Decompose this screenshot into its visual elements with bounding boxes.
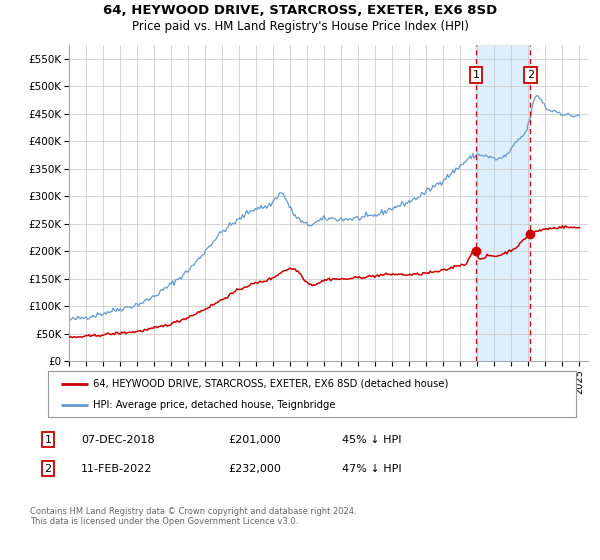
Text: 11-FEB-2022: 11-FEB-2022 <box>81 464 152 474</box>
Text: Price paid vs. HM Land Registry's House Price Index (HPI): Price paid vs. HM Land Registry's House … <box>131 20 469 32</box>
Text: 47% ↓ HPI: 47% ↓ HPI <box>342 464 401 474</box>
Text: 1: 1 <box>44 435 52 445</box>
Bar <box>476 45 530 361</box>
Text: £232,000: £232,000 <box>228 464 281 474</box>
Text: 2: 2 <box>527 70 534 80</box>
Text: Contains HM Land Registry data © Crown copyright and database right 2024.
This d: Contains HM Land Registry data © Crown c… <box>30 507 356 526</box>
Text: 2: 2 <box>44 464 52 474</box>
Text: 64, HEYWOOD DRIVE, STARCROSS, EXETER, EX6 8SD (detached house): 64, HEYWOOD DRIVE, STARCROSS, EXETER, EX… <box>93 379 448 389</box>
Text: 07-DEC-2018: 07-DEC-2018 <box>81 435 155 445</box>
Text: £201,000: £201,000 <box>228 435 281 445</box>
Text: 1: 1 <box>473 70 479 80</box>
Text: 45% ↓ HPI: 45% ↓ HPI <box>342 435 401 445</box>
Text: 64, HEYWOOD DRIVE, STARCROSS, EXETER, EX6 8SD: 64, HEYWOOD DRIVE, STARCROSS, EXETER, EX… <box>103 4 497 17</box>
Text: HPI: Average price, detached house, Teignbridge: HPI: Average price, detached house, Teig… <box>93 400 335 410</box>
